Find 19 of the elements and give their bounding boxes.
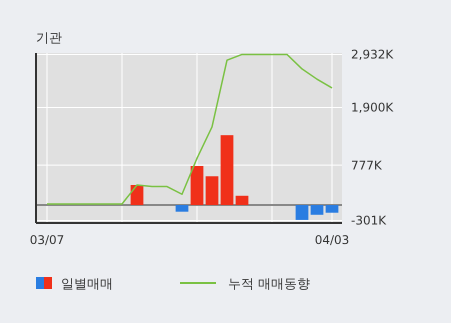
legend-label: 누적 매매동향 [228, 277, 310, 292]
y-tick-label: 777K [351, 158, 383, 172]
y-tick-label: 1,900K [351, 100, 394, 115]
chart-title: 기관 [36, 31, 62, 46]
bar [206, 176, 218, 206]
bar [176, 205, 188, 212]
bar [236, 196, 248, 206]
legend-label: 일별매매 [61, 277, 113, 292]
bar [190, 166, 204, 206]
line-series [46, 54, 333, 205]
y-tick-label: 2,932K [351, 48, 394, 62]
bar [296, 205, 308, 220]
x-tick-label: 04/03 [314, 233, 350, 247]
x-tick-label: 03/07 [30, 233, 64, 247]
bar [310, 205, 324, 215]
bar [326, 205, 338, 213]
bar [130, 184, 144, 206]
bar [220, 135, 234, 206]
y-tick-label: -301K [351, 214, 388, 228]
